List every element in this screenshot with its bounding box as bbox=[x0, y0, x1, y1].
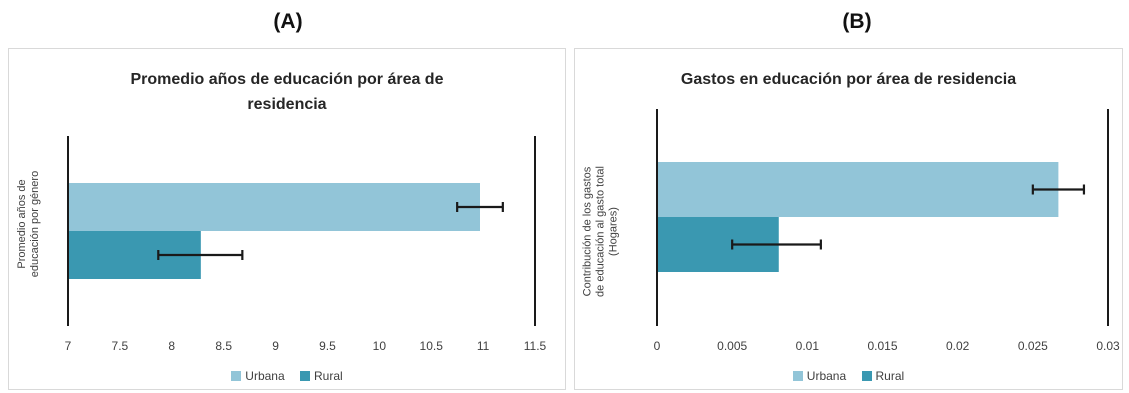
chart-a-x-tick-label: 10 bbox=[373, 339, 387, 353]
legend-swatch-rural bbox=[861, 371, 872, 381]
chart-b-x-tick-label: 0.005 bbox=[717, 339, 747, 353]
chart-a-x-tick-label: 7 bbox=[65, 339, 72, 353]
legend-swatch-rural bbox=[300, 371, 310, 381]
chart-title-b-line-1: Gastos en educación por área de residenc… bbox=[680, 71, 1017, 88]
panel-letter-b: (B) bbox=[842, 10, 872, 33]
legend-item-rural: Rural bbox=[300, 369, 343, 383]
chart-a-x-tick-label: 11.5 bbox=[524, 339, 547, 353]
legend-label-rural: Rural bbox=[314, 369, 343, 383]
chart-a-x-tick-label: 10.5 bbox=[420, 339, 444, 353]
chart-a-error-bar-rural bbox=[157, 250, 244, 260]
legend-swatch-urbana bbox=[231, 371, 242, 381]
chart-b-x-tick-label: 0.03 bbox=[1096, 339, 1120, 353]
chart-panel-b: Gastos en educación por área de residenc… bbox=[574, 48, 1123, 390]
chart-b-x-tick-label: 0 bbox=[654, 339, 661, 353]
chart-a-bar-urbana bbox=[68, 183, 480, 231]
legend-item-rural: Rural bbox=[861, 369, 905, 383]
chart-b-error-bar-rural bbox=[731, 239, 822, 250]
legend-label-urbana: Urbana bbox=[245, 369, 285, 383]
chart-panel-a: Promedio años de educación por área de r… bbox=[8, 48, 566, 390]
chart-a-x-tick-label: 9.5 bbox=[319, 339, 336, 353]
legend-a: Urbana Rural bbox=[9, 369, 565, 384]
chart-title-a-line-2: residencia bbox=[247, 96, 327, 113]
chart-title-b: Gastos en educación por área de residenc… bbox=[575, 67, 1122, 92]
chart-b-x-tick-label: 0.02 bbox=[946, 339, 970, 353]
legend-item-urbana: Urbana bbox=[231, 369, 285, 383]
legend-item-urbana: Urbana bbox=[792, 369, 847, 383]
chart-b-x-tick-label: 0.015 bbox=[867, 339, 897, 353]
plot-area-a: 7 7.5 8 8.5 9 9.5 10 10.5 11 11.5 bbox=[65, 136, 547, 353]
chart-a-x-tick-label: 7.5 bbox=[112, 339, 129, 353]
chart-a-error-bar-urbana bbox=[456, 202, 504, 212]
chart-b-x-tick-label: 0.01 bbox=[796, 339, 820, 353]
chart-title-a-line-1: Promedio años de educación por área de bbox=[130, 71, 444, 88]
chart-a-x-tick-label: 8 bbox=[168, 339, 175, 353]
chart-a-x-tick-label: 8.5 bbox=[215, 339, 232, 353]
chart-b-x-tick-label: 0.025 bbox=[1018, 339, 1048, 353]
legend-label-rural: Rural bbox=[875, 369, 905, 383]
legend-b: Urbana Rural bbox=[575, 369, 1122, 384]
panel-letter-a: (A) bbox=[273, 10, 303, 33]
legend-swatch-urbana bbox=[792, 371, 803, 381]
chart-a-x-tick-label: 11 bbox=[477, 339, 490, 353]
chart-b-bar-urbana bbox=[657, 162, 1059, 217]
chart-b-error-bar-urbana bbox=[1031, 184, 1086, 195]
chart-a-x-tick-label: 9 bbox=[272, 339, 279, 353]
plot-area-b: 0 0.005 0.01 0.015 0.02 0.025 0.03 bbox=[654, 109, 1120, 353]
chart-title-a: Promedio años de educación por área de r… bbox=[9, 67, 565, 117]
legend-label-urbana: Urbana bbox=[806, 369, 847, 383]
